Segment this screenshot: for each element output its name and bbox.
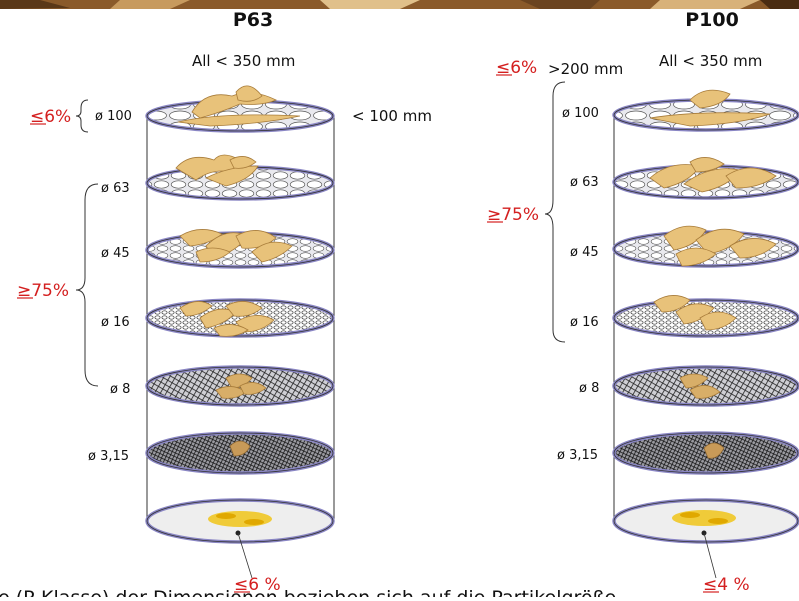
left-label-63: ø 63 [101,181,130,196]
left-sieve-63 [145,154,335,201]
left-label-45: ø 45 [101,246,130,261]
right-title: P100 [685,9,739,31]
right-middle-bracket-label: ≥75% [487,205,539,225]
left-collection-pan [145,498,335,579]
left-label-3-15: ø 3,15 [88,449,129,464]
right-middle-brace [544,81,566,343]
right-sieve-labels: ø 100 ø 63 ø 45 ø 16 ø 8 ø 3,15 [557,106,599,463]
right-top-label: ≤6% [496,58,537,78]
right-sieve-16 [612,295,799,338]
header-photo-band [0,0,799,9]
right-sieve-100 [612,89,799,132]
left-sieve-labels: ø 100 ø 63 ø 45 ø 16 ø 8 ø 3,15 [88,109,132,464]
left-middle-bracket-label: ≥75% [17,281,69,301]
right-label-63: ø 63 [570,175,599,190]
right-sieve-63 [612,157,799,200]
left-bottom-label: ≤6 % [234,575,281,595]
left-sieve-stack [145,85,335,579]
left-top-brace [75,99,89,133]
left-sieve-16 [145,298,335,338]
right-label-100: ø 100 [562,106,599,121]
right-label-45: ø 45 [570,245,599,260]
right-bottom-label: ≤4 % [703,575,750,595]
right-subtitle: All < 350 mm [659,52,762,70]
right-sieve-45 [612,225,799,268]
right-top-note: >200 mm [548,60,623,78]
right-label-3-15: ø 3,15 [557,448,598,463]
left-sieve-100 [145,85,335,133]
left-right-note: < 100 mm [352,107,432,125]
left-subtitle: All < 350 mm [192,52,295,70]
right-label-16: ø 16 [570,315,599,330]
left-sieve-45 [145,229,335,269]
right-sieve-3-15 [612,431,799,475]
right-collection-pan [612,498,799,579]
left-sieve-3-15 [145,431,335,475]
left-label-16: ø 16 [101,315,130,330]
right-sieve-8 [612,365,799,407]
caption-text: e (P-Klasse) der Dimensionen beziehen si… [0,587,616,597]
left-label-8: ø 8 [110,382,130,397]
right-label-8: ø 8 [579,381,599,396]
left-title: P63 [233,9,273,31]
left-label-100: ø 100 [95,109,132,124]
right-sieve-stack [612,89,799,579]
left-middle-brace [75,183,99,387]
left-top-bracket-label: ≤6% [30,107,71,127]
left-sieve-8 [145,365,335,407]
